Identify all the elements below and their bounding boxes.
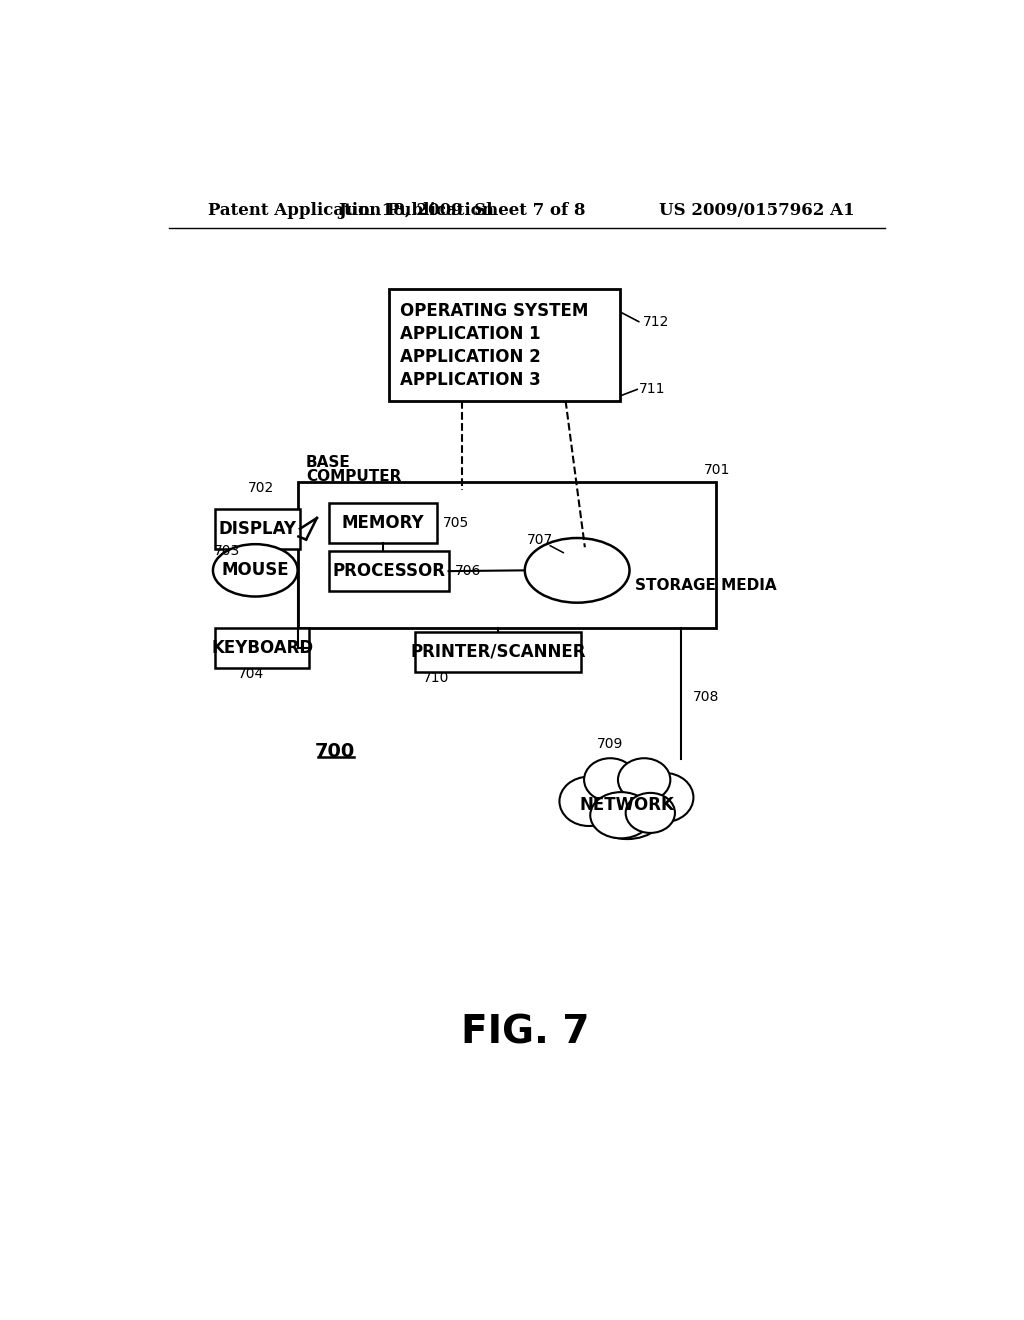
- Text: Jun. 18, 2009  Sheet 7 of 8: Jun. 18, 2009 Sheet 7 of 8: [338, 202, 586, 219]
- Text: COMPUTER: COMPUTER: [306, 469, 401, 484]
- Text: 701: 701: [705, 463, 730, 478]
- Ellipse shape: [617, 758, 671, 801]
- Text: PRINTER/SCANNER: PRINTER/SCANNER: [410, 643, 586, 661]
- Text: APPLICATION 2: APPLICATION 2: [400, 348, 541, 366]
- Text: 702: 702: [248, 480, 273, 495]
- Text: Patent Application Publication: Patent Application Publication: [208, 202, 494, 219]
- Bar: [330, 503, 437, 544]
- Ellipse shape: [584, 758, 637, 801]
- Text: 706: 706: [455, 564, 481, 578]
- Ellipse shape: [626, 793, 675, 833]
- Ellipse shape: [525, 539, 630, 603]
- Text: FIG. 7: FIG. 7: [461, 1014, 589, 1051]
- Ellipse shape: [559, 776, 617, 826]
- Text: US 2009/0157962 A1: US 2009/0157962 A1: [658, 202, 854, 219]
- Ellipse shape: [590, 792, 652, 838]
- Bar: [215, 508, 300, 549]
- Text: 709: 709: [596, 737, 623, 751]
- Text: 705: 705: [443, 516, 469, 531]
- Ellipse shape: [635, 774, 693, 822]
- Text: BASE: BASE: [306, 455, 351, 470]
- Text: NETWORK: NETWORK: [580, 796, 675, 814]
- Bar: [416, 632, 581, 672]
- Text: APPLICATION 3: APPLICATION 3: [400, 371, 541, 389]
- Bar: [330, 552, 449, 591]
- Text: APPLICATION 1: APPLICATION 1: [400, 325, 541, 343]
- Text: MEMORY: MEMORY: [342, 515, 424, 532]
- Bar: [388, 289, 620, 401]
- Text: 704: 704: [239, 668, 264, 681]
- Text: STORAGE MEDIA: STORAGE MEDIA: [635, 578, 776, 593]
- Text: 707: 707: [527, 532, 553, 546]
- Text: 712: 712: [643, 314, 669, 329]
- Ellipse shape: [213, 544, 298, 597]
- Ellipse shape: [585, 771, 670, 840]
- Text: PROCESSOR: PROCESSOR: [332, 562, 445, 579]
- Bar: [298, 482, 716, 628]
- Text: MOUSE: MOUSE: [221, 561, 289, 579]
- Text: DISPLAY: DISPLAY: [218, 520, 297, 537]
- Text: 711: 711: [639, 383, 666, 396]
- Text: OPERATING SYSTEM: OPERATING SYSTEM: [400, 302, 589, 319]
- Bar: [215, 628, 309, 668]
- Text: KEYBOARD: KEYBOARD: [211, 639, 313, 657]
- Text: 700: 700: [314, 742, 354, 760]
- Text: 708: 708: [692, 690, 719, 705]
- Text: 710: 710: [423, 671, 450, 685]
- Text: 703: 703: [214, 544, 240, 558]
